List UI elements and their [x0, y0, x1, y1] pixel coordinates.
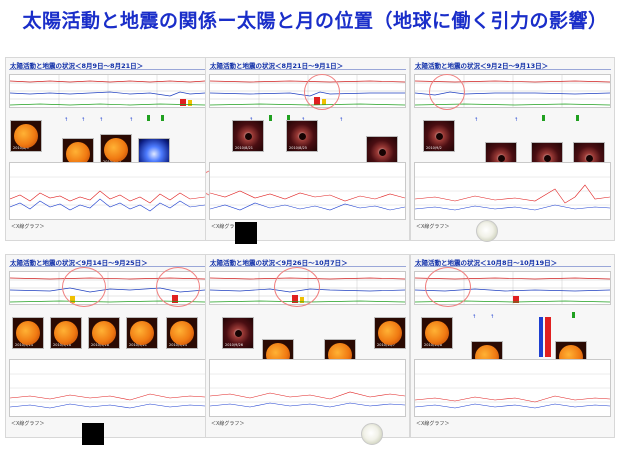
- activity-panel-2: 太陽活動と地震の状況＜8月21日〜9月1日＞ ↑↑↑ 2010/8/21 201…: [205, 57, 410, 241]
- highlight-circle: [304, 74, 340, 110]
- panel-title: 太陽活動と地震の状況＜10月8日〜10月19日＞: [415, 259, 558, 267]
- xray-chart: [414, 359, 611, 417]
- new-moon-icon: [82, 423, 104, 445]
- divider: [414, 266, 611, 267]
- highlight-circle: [425, 267, 471, 307]
- xray-chart-svg: [9, 373, 206, 409]
- xray-chart: [209, 359, 406, 417]
- sun-image: 2010/10/7: [374, 317, 406, 349]
- highlight-circle: [156, 267, 200, 307]
- full-moon-icon: [361, 423, 383, 445]
- page-title: 太陽活動と地震の関係ー太陽と月の位置（地球に働く引力の影響）: [22, 10, 608, 32]
- xray-label: ＜X線グラフ＞: [211, 421, 245, 427]
- svg-text:↑: ↑: [474, 117, 478, 123]
- corona-image: 2010/9/26: [222, 317, 254, 349]
- activity-panel-1: 太陽活動と地震の状況＜8月9日〜8月21日＞ ↑↑↑↑ 2010/8/9 201…: [5, 57, 210, 241]
- divider: [9, 69, 206, 70]
- xray-label: ＜X線グラフ＞: [211, 224, 245, 230]
- xray-chart-svg: [414, 176, 611, 211]
- activity-panel-4: 太陽活動と地震の状況＜9月14日〜9月25日＞ 2010/9/14 2010/9…: [5, 254, 210, 438]
- xray-label: ＜X線グラフ＞: [11, 224, 45, 230]
- sun-image: 2010/9/18: [88, 317, 120, 349]
- highlight-circle: [62, 267, 106, 307]
- quake-markers: ↑ ↑: [414, 108, 611, 123]
- xray-chart: [9, 162, 206, 220]
- xray-chart-svg: [209, 373, 406, 408]
- svg-text:↑: ↑: [129, 117, 133, 123]
- divider: [414, 69, 611, 70]
- corona-image: 2010/9/2: [423, 120, 455, 152]
- corona-image: 2010/8/25: [286, 120, 318, 152]
- svg-text:↑: ↑: [64, 117, 68, 123]
- svg-text:↑: ↑: [490, 314, 494, 320]
- xray-chart-svg: [414, 373, 611, 409]
- panel-title: 太陽活動と地震の状況＜9月14日〜9月25日＞: [10, 259, 148, 267]
- xray-chart: [209, 162, 406, 220]
- quake-markers: ↑ ↑: [414, 305, 611, 320]
- magnetic-chart: [9, 74, 206, 108]
- activity-panel-6: 太陽活動と地震の状況＜10月8日〜10月19日＞ ↑↑ 2010/10/8 20…: [410, 254, 615, 438]
- svg-text:↑: ↑: [339, 117, 343, 123]
- new-moon-icon: [235, 222, 257, 244]
- sun-image: 2010/8/9: [10, 120, 42, 152]
- xray-chart: [414, 162, 611, 220]
- activity-panel-5: 太陽活動と地震の状況＜9月26日〜10月7日＞ 2010/9/26 2010/9…: [205, 254, 410, 438]
- xray-label: ＜X線グラフ＞: [416, 224, 450, 230]
- xray-label: ＜X線グラフ＞: [416, 421, 450, 427]
- highlight-circle: [429, 74, 465, 110]
- xray-chart-svg: [209, 176, 406, 211]
- quake-arrow: [539, 317, 543, 357]
- highlight-circle: [274, 267, 320, 307]
- panel-title: 太陽活動と地震の状況＜9月2日〜9月13日＞: [415, 62, 549, 70]
- sun-image: 2010/9/24: [166, 317, 198, 349]
- sun-image: 2010/9/21: [126, 317, 158, 349]
- annotation-bar: [545, 317, 551, 357]
- svg-text:↑: ↑: [472, 314, 476, 320]
- panel-title: 太陽活動と地震の状況＜8月9日〜8月21日＞: [10, 62, 144, 70]
- sun-image: 2010/9/16: [50, 317, 82, 349]
- divider: [209, 266, 406, 267]
- svg-text:↑: ↑: [514, 117, 518, 123]
- quake-markers: ↑↑↑: [209, 108, 406, 123]
- full-moon-icon: [476, 220, 498, 242]
- panel-title: 太陽活動と地震の状況＜9月26日〜10月7日＞: [210, 259, 348, 267]
- divider: [9, 266, 206, 267]
- xray-chart-svg: [9, 176, 206, 212]
- corona-image: 2010/8/21: [232, 120, 264, 152]
- sun-image: 2010/9/14: [12, 317, 44, 349]
- panel-title: 太陽活動と地震の状況＜8月21日〜9月1日＞: [210, 62, 344, 70]
- magnetic-chart-svg: [9, 75, 206, 107]
- divider: [209, 69, 406, 70]
- svg-text:↑: ↑: [81, 117, 85, 123]
- activity-panel-3: 太陽活動と地震の状況＜9月2日〜9月13日＞ ↑↑ 2010/9/2 2010/…: [410, 57, 615, 241]
- sun-image: 2010/10/8: [421, 317, 453, 349]
- xray-chart: [9, 359, 206, 417]
- svg-text:↑: ↑: [99, 117, 103, 123]
- xray-label: ＜X線グラフ＞: [11, 421, 45, 427]
- quake-markers: ↑ ↑ ↑ ↑: [9, 108, 206, 123]
